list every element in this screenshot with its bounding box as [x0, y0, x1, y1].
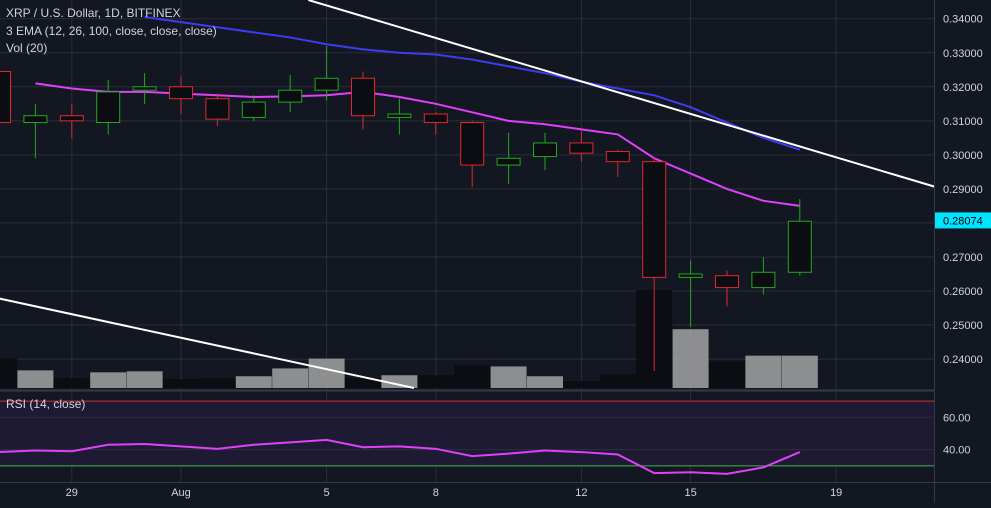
candle-body[interactable] [642, 161, 667, 278]
time-tick-label: 8 [433, 487, 439, 499]
volume-bar [781, 355, 818, 388]
volume-bar [527, 376, 563, 388]
rsi-tick-label: 60.00 [943, 412, 971, 424]
candle-body[interactable] [387, 113, 412, 118]
volume-bar [126, 371, 163, 388]
ema-fast-line [35, 82, 800, 207]
volume-bar [381, 375, 418, 388]
time-tick-label: Aug [171, 487, 191, 499]
rsi-tick-label: 40.00 [943, 445, 971, 457]
price-tick-label: 0.31000 [943, 116, 983, 128]
price-tick-label: 0.29000 [943, 184, 983, 196]
volume-bar [599, 374, 636, 388]
volume-bar [53, 378, 90, 388]
candle-body[interactable] [351, 77, 375, 117]
time-tick-label: 29 [66, 487, 78, 499]
resistance-trendline[interactable] [308, 0, 968, 198]
ema-slow-line [144, 16, 801, 151]
volume-bar [672, 329, 709, 388]
candle-body[interactable] [59, 115, 84, 122]
volume-bar [0, 358, 17, 388]
price-tick-label: 0.33000 [943, 48, 983, 60]
candle-body[interactable] [205, 98, 230, 120]
volume-bar [745, 355, 782, 388]
candle-body[interactable] [533, 142, 557, 158]
candle-body[interactable] [241, 101, 266, 118]
candle-body[interactable] [751, 271, 776, 289]
volume-bar [17, 370, 54, 388]
candle-body[interactable] [715, 275, 739, 289]
volume-bar [90, 372, 127, 388]
candle-body[interactable] [569, 142, 594, 154]
rsi-line [0, 438, 801, 475]
candle-body[interactable] [460, 122, 485, 166]
candle-body[interactable] [787, 220, 812, 273]
price-tick-label: 0.26000 [943, 286, 983, 298]
volume-bar [345, 378, 381, 388]
price-tick-label: 0.30000 [943, 150, 983, 162]
volume-bar [272, 368, 309, 388]
candle-body[interactable] [0, 70, 11, 124]
candle-body[interactable] [169, 86, 193, 100]
candle-body[interactable] [314, 77, 339, 91]
candle-body[interactable] [23, 115, 48, 124]
volume-bar [490, 366, 527, 388]
last-price-label: 0.28074 [943, 215, 983, 227]
rsi-band [0, 401, 934, 466]
volume-bar [235, 376, 272, 388]
candle-body[interactable] [496, 157, 521, 166]
volume-bar [454, 365, 491, 388]
support-trendline[interactable] [0, 297, 415, 389]
time-tick-label: 12 [575, 487, 587, 499]
price-axis-background [934, 0, 991, 503]
volume-bar [199, 378, 236, 388]
time-tick-label: 15 [684, 487, 696, 499]
candle-body[interactable] [605, 150, 630, 163]
volume-bar [417, 375, 454, 388]
last-price-tag[interactable] [935, 212, 991, 229]
candle-body[interactable] [678, 273, 703, 278]
price-tick-label: 0.24000 [943, 354, 983, 366]
volume-bar [308, 358, 345, 388]
price-tick-label: 0.27000 [943, 252, 983, 264]
candle-body[interactable] [132, 86, 157, 91]
volume-indicator-label[interactable]: Vol (20) [6, 41, 48, 55]
candle-body[interactable] [96, 91, 121, 124]
time-tick-label: 19 [830, 487, 842, 499]
time-tick-label: 5 [324, 487, 330, 499]
ema-indicator-label[interactable]: 3 EMA (12, 26, 100, close, close, close) [6, 24, 217, 38]
price-tick-label: 0.34000 [943, 14, 983, 26]
volume-bar [163, 379, 199, 388]
candle-body[interactable] [278, 89, 303, 103]
rsi-indicator-label[interactable]: RSI (14, close) [6, 397, 86, 411]
price-tick-label: 0.25000 [943, 320, 983, 332]
volume-bar [563, 381, 600, 388]
symbol-title: XRP / U.S. Dollar, 1D, BITFINEX [6, 6, 181, 20]
price-tick-label: 0.32000 [943, 82, 983, 94]
volume-bar [709, 361, 745, 388]
candle-body[interactable] [423, 113, 448, 124]
